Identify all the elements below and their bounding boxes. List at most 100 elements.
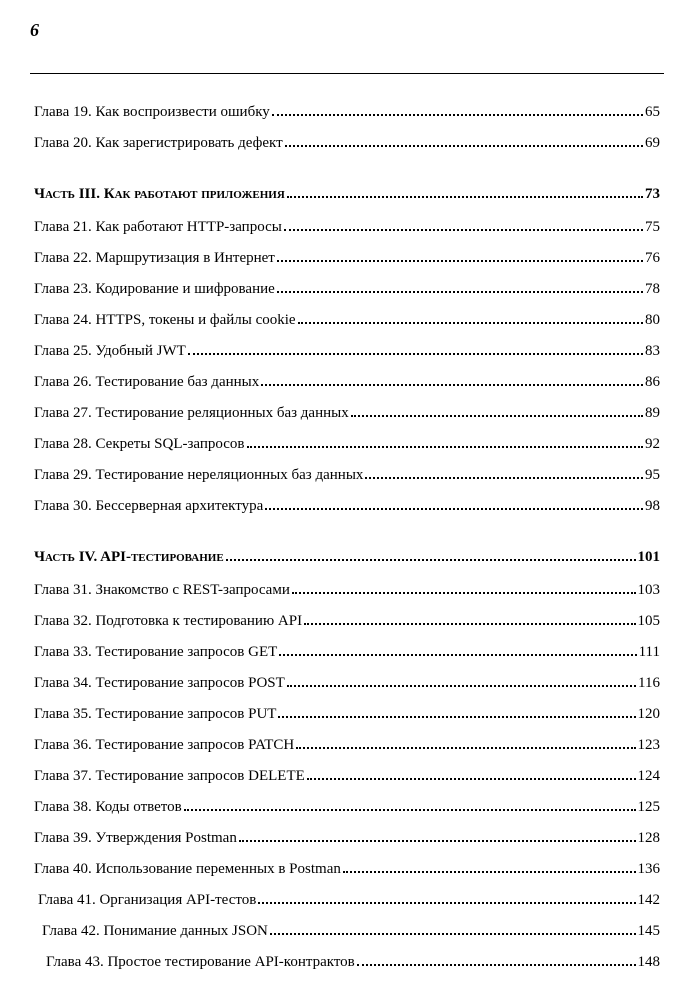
- toc-chapter-row: Глава 24. HTTPS, токены и файлы cookie 80: [34, 312, 660, 329]
- toc-entry-title: Глава 43. Простое тестирование API-контр…: [46, 954, 355, 971]
- toc-entry-page: 78: [645, 281, 660, 298]
- toc-dot-leader: [351, 415, 643, 417]
- toc-entry-page: 145: [638, 923, 661, 940]
- toc-chapter-row: Глава 35. Тестирование запросов PUT 120: [34, 706, 660, 723]
- page-number: 6: [30, 20, 664, 43]
- toc-chapter-row: Глава 30. Бессерверная архитектура 98: [34, 498, 660, 515]
- toc-dot-leader: [278, 716, 635, 718]
- toc-entry-title: Глава 21. Как работают HTTP-запросы: [34, 219, 282, 236]
- toc-dot-leader: [284, 229, 643, 231]
- toc-entry-title: Глава 28. Секреты SQL-запросов: [34, 436, 245, 453]
- toc-dot-leader: [261, 384, 643, 386]
- toc-dot-leader: [287, 196, 643, 198]
- toc-chapter-row: Глава 27. Тестирование реляционных баз д…: [34, 405, 660, 422]
- toc-dot-leader: [265, 508, 643, 510]
- toc-dot-leader: [343, 871, 636, 873]
- toc-chapter-row: Глава 22. Маршрутизация в Интернет76: [34, 250, 660, 267]
- toc-entry-title: Часть III. Как работают приложения: [34, 186, 285, 203]
- toc-entry-title: Глава 23. Кодирование и шифрование: [34, 281, 275, 298]
- toc-entry-page: 142: [638, 892, 661, 909]
- toc-entry-title: Глава 32. Подготовка к тестированию API: [34, 613, 302, 630]
- toc-entry-page: 105: [638, 613, 661, 630]
- toc-chapter-row: Глава 25. Удобный JWT83: [34, 343, 660, 360]
- toc-entry-page: 103: [638, 582, 661, 599]
- toc-entry-title: Глава 24. HTTPS, токены и файлы cookie: [34, 312, 296, 329]
- toc-entry-title: Глава 19. Как воспроизвести ошибку: [34, 104, 270, 121]
- toc-entry-page: 75: [645, 219, 660, 236]
- toc-chapter-row: Глава 21. Как работают HTTP-запросы 75: [34, 219, 660, 236]
- toc-entry-page: 148: [638, 954, 661, 971]
- toc-dot-leader: [270, 933, 636, 935]
- toc-entry-page: 124: [638, 768, 661, 785]
- toc-entry-page: 123: [638, 737, 661, 754]
- toc-part-row: Часть III. Как работают приложения 73: [34, 186, 660, 203]
- toc-chapter-row: Глава 33. Тестирование запросов GET 111: [34, 644, 660, 661]
- header-divider: [30, 73, 664, 74]
- toc-chapter-row: Глава 34. Тестирование запросов POST 116: [34, 675, 660, 692]
- toc-entry-page: 69: [645, 135, 660, 152]
- toc-entry-title: Глава 22. Маршрутизация в Интернет: [34, 250, 275, 267]
- toc-chapter-row: Глава 32. Подготовка к тестированию API 1…: [34, 613, 660, 630]
- toc-entry-title: Глава 30. Бессерверная архитектура: [34, 498, 263, 515]
- toc-entry-title: Глава 33. Тестирование запросов GET: [34, 644, 277, 661]
- toc-dot-leader: [296, 747, 635, 749]
- toc-entry-page: 95: [645, 467, 660, 484]
- toc-entry-page: 92: [645, 436, 660, 453]
- toc-chapter-row: Глава 39. Утверждения Postman128: [34, 830, 660, 847]
- toc-chapter-row: Глава 43. Простое тестирование API-контр…: [34, 954, 660, 971]
- toc-chapter-row: Глава 23. Кодирование и шифрование 78: [34, 281, 660, 298]
- toc-dot-leader: [292, 592, 636, 594]
- toc-dot-leader: [357, 964, 636, 966]
- toc-entry-page: 89: [645, 405, 660, 422]
- toc-entry-page: 136: [638, 861, 661, 878]
- toc-entry-title: Часть IV. API-тестирование: [34, 549, 224, 566]
- toc-entry-title: Глава 40. Использование переменных в Pos…: [34, 861, 341, 878]
- toc-entry-page: 73: [645, 186, 660, 203]
- toc-chapter-row: Глава 38. Коды ответов 125: [34, 799, 660, 816]
- toc-entry-page: 86: [645, 374, 660, 391]
- toc-entry-title: Глава 35. Тестирование запросов PUT: [34, 706, 276, 723]
- toc-chapter-row: Глава 36. Тестирование запросов PATCH 123: [34, 737, 660, 754]
- toc-dot-leader: [304, 623, 635, 625]
- toc-entry-page: 111: [639, 644, 660, 661]
- toc-dot-leader: [277, 291, 643, 293]
- toc-chapter-row: Глава 28. Секреты SQL-запросов 92: [34, 436, 660, 453]
- toc-chapter-row: Глава 37. Тестирование запросов DELETE 12…: [34, 768, 660, 785]
- toc-container: Глава 19. Как воспроизвести ошибку65Глав…: [30, 104, 664, 971]
- toc-entry-title: Глава 36. Тестирование запросов PATCH: [34, 737, 294, 754]
- toc-entry-page: 125: [638, 799, 661, 816]
- toc-dot-leader: [277, 260, 643, 262]
- toc-entry-title: Глава 20. Как зарегистрировать дефект: [34, 135, 283, 152]
- toc-dot-leader: [184, 809, 636, 811]
- toc-dot-leader: [272, 114, 643, 116]
- toc-dot-leader: [365, 477, 643, 479]
- toc-entry-title: Глава 34. Тестирование запросов POST: [34, 675, 285, 692]
- toc-dot-leader: [258, 902, 635, 904]
- toc-dot-leader: [307, 778, 636, 780]
- toc-entry-page: 80: [645, 312, 660, 329]
- toc-entry-title: Глава 27. Тестирование реляционных баз д…: [34, 405, 349, 422]
- toc-chapter-row: Глава 41. Организация API-тестов 142: [34, 892, 660, 909]
- toc-chapter-row: Глава 29. Тестирование нереляционных баз…: [34, 467, 660, 484]
- toc-dot-leader: [247, 446, 643, 448]
- toc-entry-title: Глава 38. Коды ответов: [34, 799, 182, 816]
- toc-entry-title: Глава 29. Тестирование нереляционных баз…: [34, 467, 363, 484]
- toc-entry-page: 116: [638, 675, 660, 692]
- toc-entry-page: 65: [645, 104, 660, 121]
- toc-chapter-row: Глава 42. Понимание данных JSON 145: [34, 923, 660, 940]
- toc-entry-page: 120: [638, 706, 661, 723]
- toc-dot-leader: [287, 685, 636, 687]
- toc-dot-leader: [188, 353, 643, 355]
- toc-entry-page: 128: [638, 830, 661, 847]
- toc-dot-leader: [226, 559, 636, 561]
- toc-dot-leader: [285, 145, 643, 147]
- toc-part-row: Часть IV. API-тестирование101: [34, 549, 660, 566]
- toc-entry-page: 98: [645, 498, 660, 515]
- toc-entry-title: Глава 25. Удобный JWT: [34, 343, 186, 360]
- toc-chapter-row: Глава 26. Тестирование баз данных86: [34, 374, 660, 391]
- toc-chapter-row: Глава 19. Как воспроизвести ошибку 65: [34, 104, 660, 121]
- toc-dot-leader: [279, 654, 636, 656]
- toc-entry-title: Глава 37. Тестирование запросов DELETE: [34, 768, 305, 785]
- toc-entry-title: Глава 42. Понимание данных JSON: [42, 923, 268, 940]
- toc-entry-title: Глава 41. Организация API-тестов: [38, 892, 256, 909]
